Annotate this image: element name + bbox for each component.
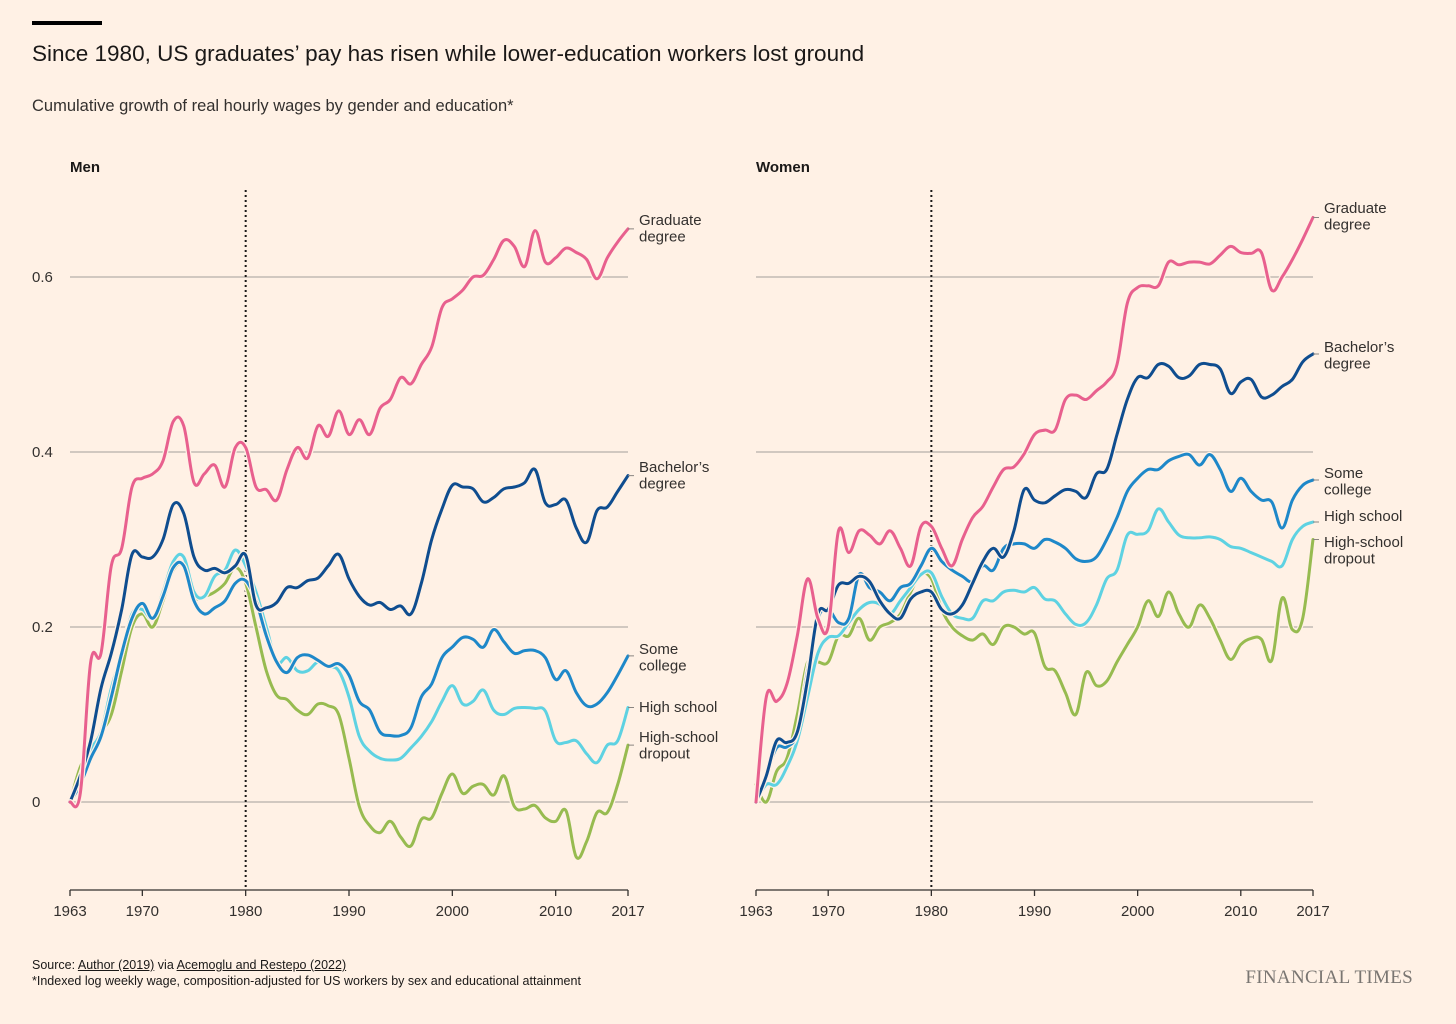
series-line-graduate [754,216,1315,804]
chart-subtitle: Cumulative growth of real hourly wages b… [32,97,514,115]
series-line-bachelors [68,467,630,804]
x-tick-label: 1980 [915,903,948,920]
series-halo [753,216,1316,803]
x-tick-label: 2010 [1224,903,1257,920]
x-tick-label: 1970 [812,903,845,920]
label-women-dropout: High-school dropout [1324,534,1403,568]
label-men-high-school: High school [639,699,717,716]
source-link-author[interactable]: Author (2019) [77,958,155,972]
chart-title: Since 1980, US graduates’ pay has risen … [32,41,865,66]
x-tick-label: 1990 [1018,903,1051,920]
x-tick-label: 1980 [229,903,262,920]
x-tick-label: 1963 [53,903,86,920]
y-tick-label: 0.4 [32,444,53,461]
x-tick-label: 1990 [332,903,365,920]
label-women-bachelors: Bachelor’s degree [1324,339,1394,373]
y-tick-label: 0.2 [32,619,53,636]
series-halo [753,351,1315,804]
series-line-some-college [68,560,630,804]
series-line-graduate [68,227,630,809]
series-halo [753,539,1316,805]
panel-title-women: Women [756,159,810,176]
ft-logo: FINANCIAL TIMES [1245,967,1413,988]
series-halo [67,227,631,810]
x-tick-label: 1970 [126,903,159,920]
label-men-graduate: Graduate degree [639,212,702,246]
label-women-graduate: Graduate degree [1324,200,1387,234]
x-tick-label: 2000 [1121,903,1154,920]
label-men-dropout: High-school dropout [639,729,718,763]
source-mid: via [154,958,177,972]
x-tick-label: 2000 [436,903,469,920]
x-tick-label: 2010 [539,903,572,920]
label-women-high-school: High school [1324,508,1402,525]
series-line-bachelors [754,352,1315,804]
source-line: Source: Author (2019) via Acemoglu and R… [32,957,581,973]
footer: Source: Author (2019) via Acemoglu and R… [32,957,581,989]
series-line-some-college [754,452,1315,804]
panel-title-men: Men [70,159,100,176]
label-women-some-college: Some college [1324,465,1372,499]
label-men-some-college: Some college [639,641,687,675]
y-tick-label: 0 [32,794,40,811]
source-prefix: Source: [32,958,78,972]
series-halo [753,451,1315,804]
source-link-acemoglu[interactable]: Acemoglu and Restepo (2022) [176,958,347,972]
series-line-dropout [754,538,1315,804]
y-tick-label: 0.6 [32,269,53,286]
ft-top-bar [32,21,102,25]
x-tick-label: 1963 [739,903,772,920]
x-tick-label: 2017 [611,903,644,920]
label-men-bachelors: Bachelor’s degree [639,459,709,493]
footnote: *Indexed log weekly wage, composition-ad… [32,974,581,988]
x-tick-label: 2017 [1296,903,1329,920]
